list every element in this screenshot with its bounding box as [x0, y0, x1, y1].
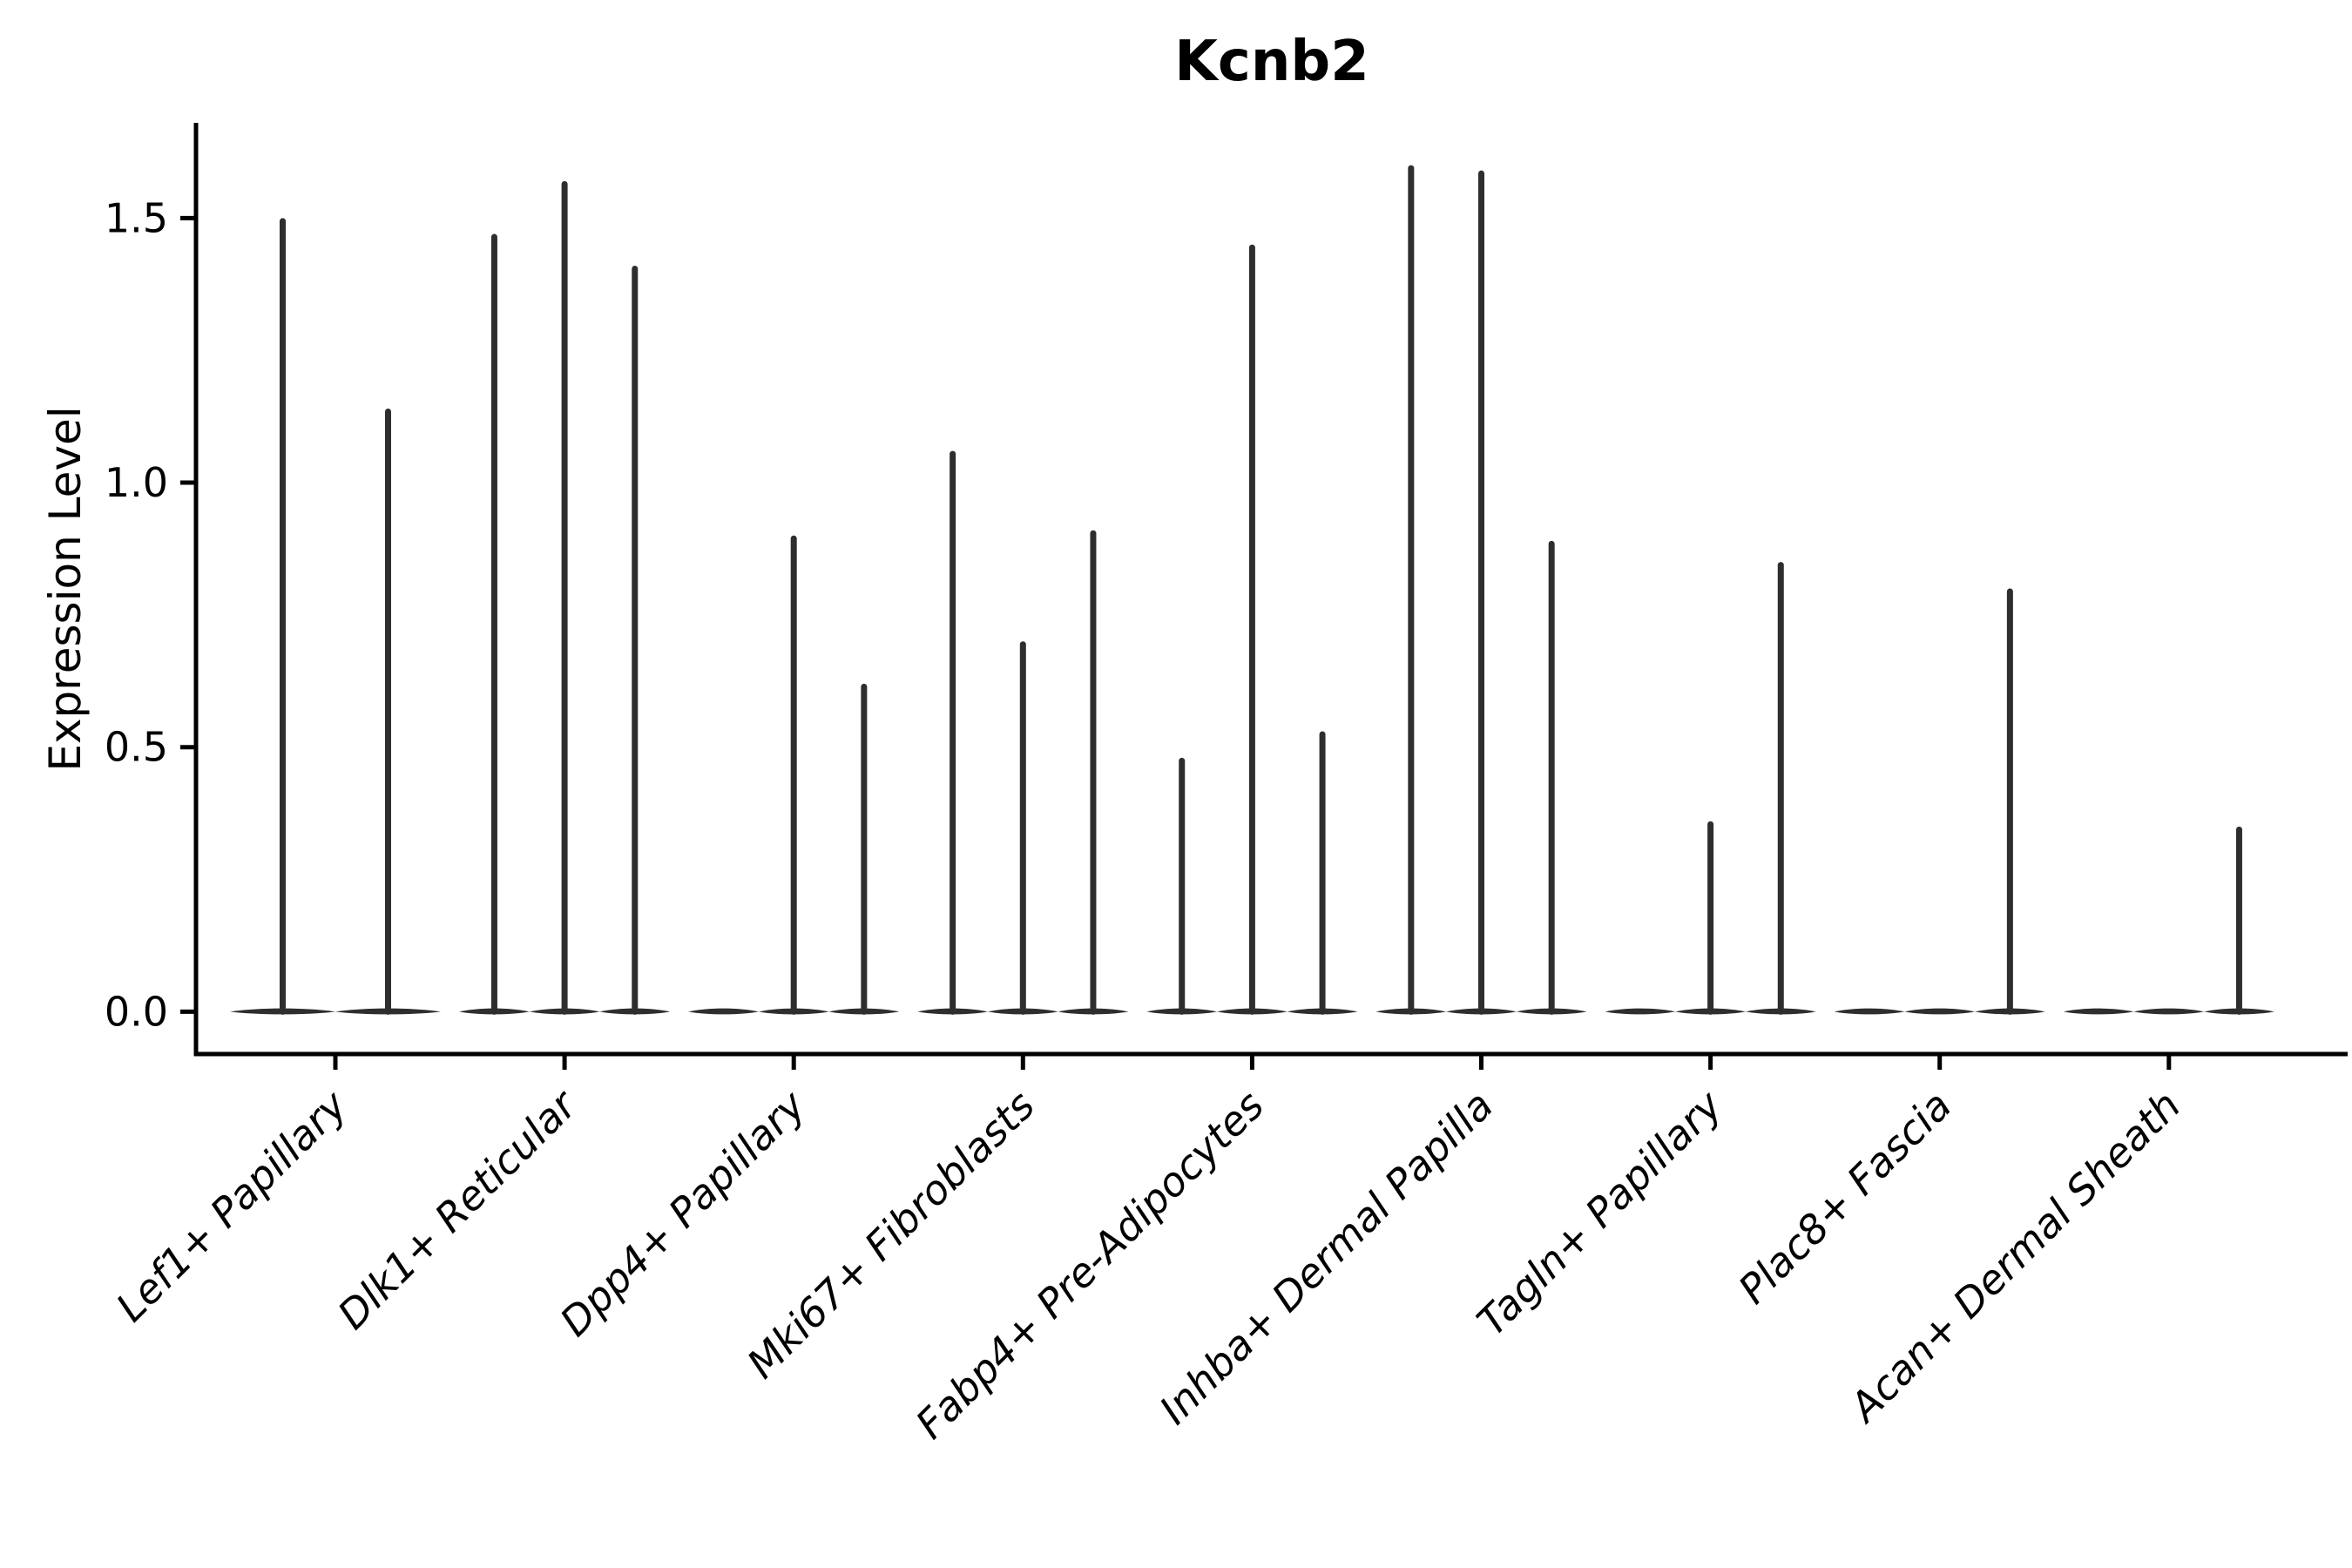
- x-tick-label: Dlk1+ Reticular: [328, 1079, 587, 1338]
- x-tick-label: Dpp4+ Papillary: [551, 1081, 814, 1345]
- violin-base: [2063, 1008, 2134, 1015]
- x-tick-label: Tagln+ Papillary: [1468, 1081, 1732, 1345]
- y-tick-label: 1.0: [105, 459, 168, 506]
- x-tick-label: Lef1+ Papillary: [107, 1081, 356, 1330]
- y-tick-label: 0.0: [105, 988, 168, 1035]
- violin-base: [1834, 1008, 1905, 1015]
- violin-base: [1605, 1008, 1676, 1015]
- violin-base: [688, 1008, 759, 1015]
- y-tick-label: 1.5: [105, 194, 168, 241]
- y-tick-label: 0.5: [105, 724, 168, 771]
- x-tick-label: Plac8+ Fascia: [1729, 1082, 1960, 1313]
- violin-base: [1904, 1008, 1976, 1015]
- y-axis-label: Expression Level: [40, 406, 91, 771]
- violin-base: [2133, 1008, 2205, 1015]
- chart-title: Kcnb2: [1174, 30, 1369, 94]
